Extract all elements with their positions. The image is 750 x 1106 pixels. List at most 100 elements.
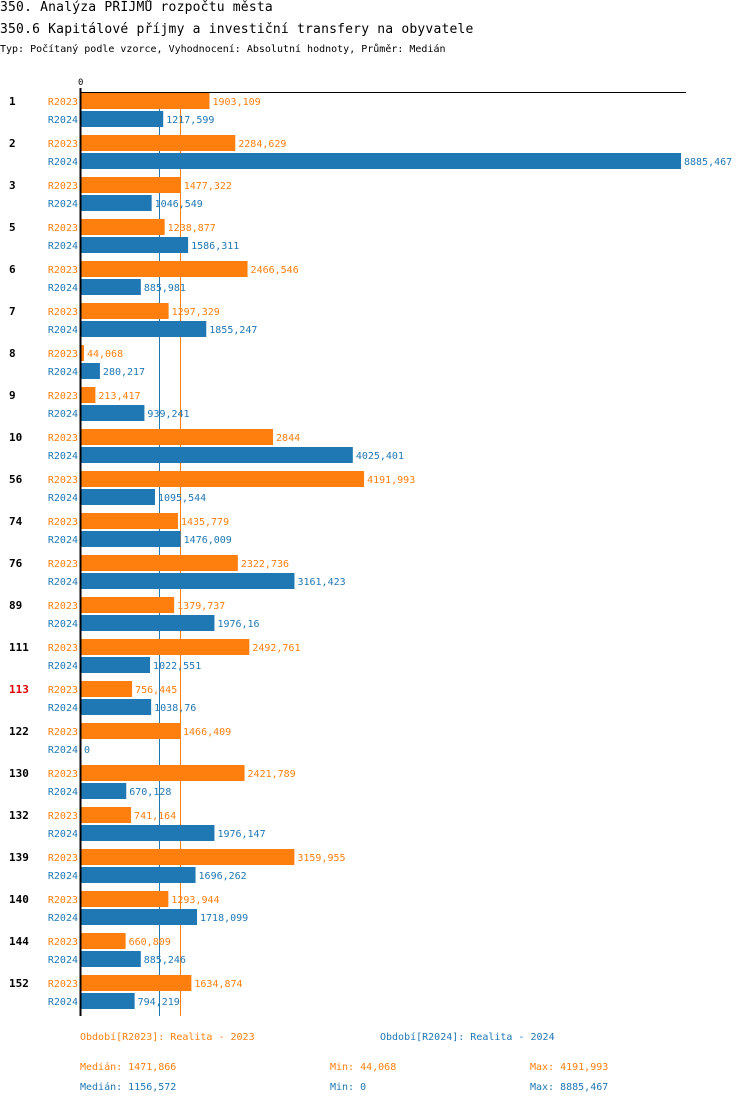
page-title: 350. Analýza PŘÍJMŮ rozpočtu města bbox=[0, 0, 273, 15]
bar-r2024 bbox=[81, 405, 145, 421]
data-label: 1855,247 bbox=[209, 325, 257, 336]
data-label: 2844 bbox=[276, 433, 300, 444]
data-label: 280,217 bbox=[103, 367, 145, 378]
axes: 0 bbox=[78, 78, 686, 1016]
category-label: 130 bbox=[9, 767, 29, 780]
stat-r2024-max: Max: 8885,467 bbox=[530, 1082, 609, 1093]
series-label: R2023 bbox=[48, 97, 78, 108]
data-label: 1038,76 bbox=[154, 703, 196, 714]
bar-r2023 bbox=[81, 807, 132, 823]
series-label: R2023 bbox=[48, 727, 78, 738]
data-label: 213,417 bbox=[98, 391, 140, 402]
bar-r2024 bbox=[81, 783, 127, 799]
data-label: 939,241 bbox=[147, 409, 189, 420]
bar-r2024 bbox=[81, 615, 215, 631]
data-label: 3161,423 bbox=[297, 577, 345, 588]
series-label: R2024 bbox=[48, 829, 78, 840]
stat-r2023-median: Medián: 1471,866 bbox=[80, 1062, 177, 1073]
data-label: 2322,736 bbox=[241, 559, 289, 570]
bar-r2023 bbox=[81, 471, 365, 487]
data-label: 1476,009 bbox=[184, 535, 232, 546]
category-label: 2 bbox=[9, 137, 16, 150]
series-label: R2024 bbox=[48, 115, 78, 126]
data-label: 741,164 bbox=[134, 811, 176, 822]
bar-r2024 bbox=[81, 153, 681, 169]
category-label: 1 bbox=[9, 95, 16, 108]
bar-r2024 bbox=[81, 447, 353, 463]
category-label: 122 bbox=[9, 725, 29, 738]
data-label: 1293,944 bbox=[171, 895, 219, 906]
category-label: 6 bbox=[9, 263, 16, 276]
bar-r2024 bbox=[81, 321, 207, 337]
data-label: 1095,544 bbox=[158, 493, 206, 504]
series-label: R2023 bbox=[48, 769, 78, 780]
bar-r2023 bbox=[81, 681, 133, 697]
series-label: R2024 bbox=[48, 493, 78, 504]
bar-r2023 bbox=[81, 219, 165, 235]
bar-r2024 bbox=[81, 111, 164, 127]
bar-r2024 bbox=[81, 195, 152, 211]
category-label: 140 bbox=[9, 893, 29, 906]
bar-r2023 bbox=[81, 303, 169, 319]
bar-r2023 bbox=[81, 765, 245, 781]
bar-r2024 bbox=[81, 699, 152, 715]
series-label: R2024 bbox=[48, 283, 78, 294]
series-label: R2023 bbox=[48, 853, 78, 864]
category-label: 76 bbox=[9, 557, 23, 570]
bar-r2023 bbox=[81, 597, 175, 613]
stat-r2023-max: Max: 4191,993 bbox=[530, 1062, 609, 1073]
data-label: 1046,549 bbox=[155, 199, 203, 210]
data-label: 1238,877 bbox=[168, 223, 216, 234]
bar-r2024 bbox=[81, 951, 141, 967]
bar-r2023 bbox=[81, 261, 248, 277]
legend-r2024: Období[R2024]: Realita - 2024 bbox=[380, 1032, 555, 1043]
category-label: 113 bbox=[9, 683, 29, 696]
data-label: 2421,789 bbox=[248, 769, 296, 780]
bar-r2023 bbox=[81, 555, 238, 571]
data-label: 794,219 bbox=[138, 997, 180, 1008]
series-label: R2023 bbox=[48, 349, 78, 360]
series-label: R2023 bbox=[48, 937, 78, 948]
category-label: 10 bbox=[9, 431, 22, 444]
series-label: R2023 bbox=[48, 895, 78, 906]
series-label: R2024 bbox=[48, 871, 78, 882]
category-label: 5 bbox=[9, 221, 16, 234]
bar-r2023 bbox=[81, 891, 169, 907]
data-label: 1435,779 bbox=[181, 517, 229, 528]
data-label: 2284,629 bbox=[238, 139, 286, 150]
data-label: 670,128 bbox=[129, 787, 171, 798]
bar-r2023 bbox=[81, 933, 126, 949]
chart-title: 350.6 Kapitálové příjmy a investiční tra… bbox=[0, 22, 474, 37]
bar-chart: 1 R2023 1903,109 R2024 1217,599 2 R2023 2284,62… bbox=[9, 78, 732, 1016]
bar-r2024 bbox=[81, 489, 155, 505]
category-label: 144 bbox=[9, 935, 29, 948]
data-label: 1477,322 bbox=[184, 181, 232, 192]
bar-r2024 bbox=[81, 867, 196, 883]
chart-info: Typ: Počítaný podle vzorce, Vyhodnocení:… bbox=[0, 44, 446, 55]
series-label: R2023 bbox=[48, 685, 78, 696]
data-label: 2466,546 bbox=[251, 265, 299, 276]
data-label: 885,246 bbox=[144, 955, 186, 966]
category-label: 139 bbox=[9, 851, 29, 864]
data-label: 885,981 bbox=[144, 283, 186, 294]
series-label: R2024 bbox=[48, 661, 78, 672]
series-label: R2024 bbox=[48, 157, 78, 168]
series-label: R2024 bbox=[48, 451, 78, 462]
category-label: 74 bbox=[9, 515, 23, 528]
data-label: 756,445 bbox=[135, 685, 177, 696]
bar-r2024 bbox=[81, 825, 215, 841]
series-label: R2024 bbox=[48, 325, 78, 336]
data-label: 0 bbox=[84, 745, 90, 756]
bar-r2024 bbox=[81, 531, 181, 547]
data-label: 1718,099 bbox=[200, 913, 248, 924]
series-label: R2023 bbox=[48, 811, 78, 822]
category-label: 3 bbox=[9, 179, 16, 192]
legend-r2023: Období[R2023]: Realita - 2023 bbox=[80, 1032, 255, 1043]
data-label: 1297,329 bbox=[172, 307, 220, 318]
category-label: 8 bbox=[9, 347, 16, 360]
bar-r2023 bbox=[81, 177, 181, 193]
bar-r2023 bbox=[81, 429, 274, 445]
series-label: R2023 bbox=[48, 391, 78, 402]
data-label: 3159,955 bbox=[297, 853, 345, 864]
data-label: 1586,311 bbox=[191, 241, 239, 252]
